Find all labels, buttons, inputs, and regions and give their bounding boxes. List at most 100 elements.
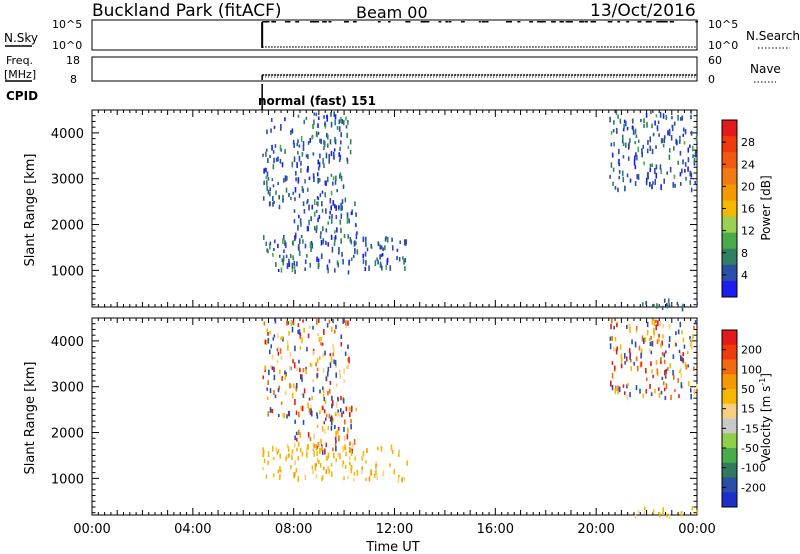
echo-cell: [297, 429, 300, 435]
echo-cell: [618, 162, 621, 166]
echo-cell: [285, 254, 288, 259]
echo-cell: [340, 132, 343, 138]
x-tick-label: 00:00: [678, 522, 715, 537]
station-title: Buckland Park (fitACF): [92, 1, 282, 21]
echo-cell: [323, 163, 325, 169]
echo-cell: [643, 337, 645, 344]
echo-cell: [300, 168, 302, 174]
echo-cell: [626, 126, 629, 131]
echo-cell: [692, 154, 694, 159]
echo-cell: [268, 201, 271, 207]
freq-label: Freq.: [6, 54, 33, 67]
echo-cell: [630, 358, 632, 363]
nsky-point: [565, 21, 568, 23]
echo-cell: [322, 368, 325, 373]
echo-cell: [318, 161, 321, 168]
echo-cell: [326, 371, 329, 377]
echo-cell: [655, 172, 658, 179]
echo-cell: [611, 335, 613, 341]
echo-cell: [610, 162, 613, 168]
echo-cell: [347, 364, 350, 369]
echo-cell: [333, 268, 336, 273]
echo-cell: [312, 325, 314, 330]
echo-cell: [643, 511, 646, 515]
echo-cell: [271, 196, 274, 202]
echo-cell: [660, 343, 662, 348]
echo-cell: [613, 346, 615, 352]
echo-cell: [325, 228, 328, 233]
echo-cell: [269, 407, 272, 413]
echo-cell: [316, 424, 319, 428]
echo-cell: [679, 172, 682, 177]
echo-cell: [284, 149, 286, 155]
echo-cell: [623, 119, 626, 124]
echo-cell: [622, 176, 625, 183]
echo-cell: [619, 344, 622, 350]
echo-cell: [389, 265, 392, 271]
echo-cell: [662, 323, 664, 329]
echo-cell: [664, 350, 667, 354]
echo-cell: [624, 361, 626, 365]
echo-cell: [308, 219, 310, 226]
echo-cell: [332, 352, 334, 357]
echo-cell: [668, 154, 671, 160]
echo-cell: [326, 323, 329, 328]
echo-cell: [646, 321, 649, 328]
echo-cell: [375, 461, 378, 466]
echo-cell: [694, 151, 697, 158]
echo-cell: [306, 199, 309, 203]
echo-cell: [338, 247, 340, 253]
echo-cell: [327, 426, 330, 431]
echo-cell: [692, 333, 694, 340]
echo-cell: [325, 132, 328, 138]
echo-cell: [317, 197, 320, 201]
echo-cell: [295, 410, 298, 415]
echo-cell: [679, 367, 682, 372]
echo-cell: [404, 258, 407, 263]
echo-cell: [368, 265, 370, 271]
echo-cell: [296, 142, 299, 147]
echo-cell: [317, 166, 320, 171]
echo-cell: [331, 400, 334, 407]
echo-cell: [303, 388, 306, 394]
echo-cell: [679, 150, 682, 156]
colorbar-tick-label: 200: [741, 344, 762, 357]
echo-cell: [656, 125, 659, 129]
colorbar-segment: [722, 136, 737, 153]
echo-cell: [677, 329, 680, 335]
echo-cell: [679, 352, 682, 357]
echo-cell: [634, 514, 637, 519]
nsky-point: [313, 21, 318, 23]
echo-cell: [385, 264, 388, 270]
colorbar-tick-label: -50: [741, 442, 759, 455]
echo-cell: [321, 449, 324, 455]
echo-cell: [312, 442, 315, 447]
echo-cell: [328, 159, 331, 164]
echo-cell: [321, 201, 323, 207]
echo-cell: [346, 157, 348, 162]
echo-cell: [691, 145, 694, 152]
echo-cell: [286, 443, 289, 449]
echo-cell: [691, 343, 693, 350]
nsky-point: [584, 21, 588, 23]
echo-cell: [317, 159, 320, 165]
echo-cell: [661, 305, 664, 310]
x-axis-label: Time UT: [365, 540, 419, 554]
echo-cell: [348, 356, 350, 362]
echo-cell: [620, 356, 623, 363]
echo-cell: [614, 185, 617, 190]
colorbar-segment: [722, 168, 737, 185]
echo-cell: [267, 337, 270, 344]
nsky-point: [405, 21, 410, 23]
echo-cell: [349, 411, 351, 418]
echo-cell: [656, 339, 659, 345]
echo-cell: [346, 217, 349, 224]
echo-cell: [326, 143, 329, 148]
echo-cell: [662, 334, 664, 339]
echo-cell: [288, 261, 291, 268]
echo-cell: [281, 162, 284, 168]
y-tick-label: 3000: [51, 173, 84, 188]
echo-cell: [342, 318, 345, 324]
echo-cell: [627, 156, 630, 161]
echo-cell: [654, 179, 657, 185]
